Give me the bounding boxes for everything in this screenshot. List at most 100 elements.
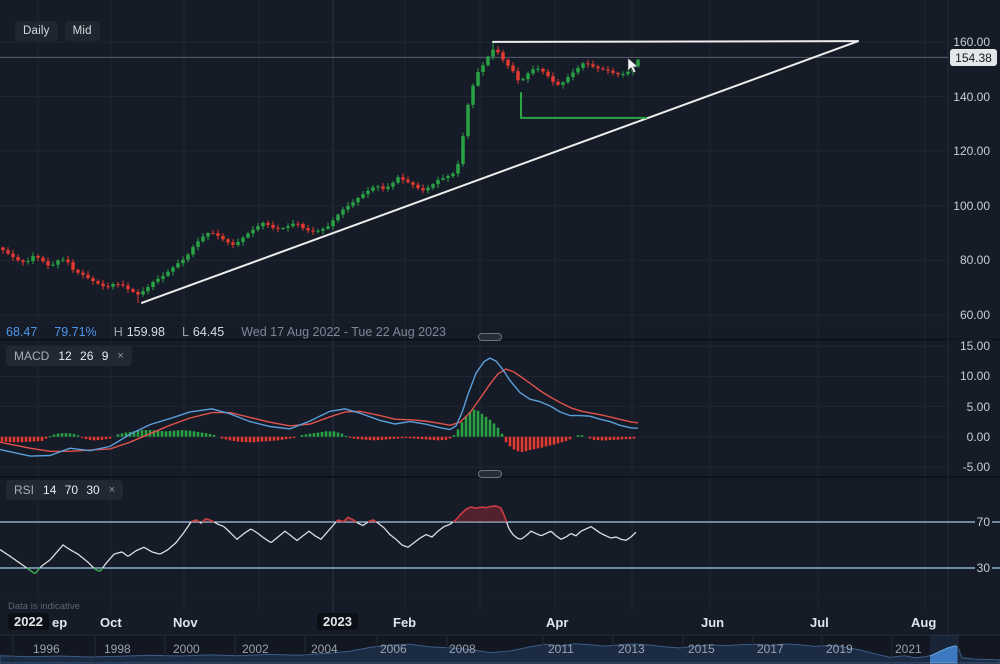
- candle-body: [591, 64, 595, 67]
- macd-histogram-bar: [160, 431, 164, 437]
- candle-body: [216, 233, 220, 236]
- candle-body: [466, 104, 470, 137]
- macd-histogram-bar: [500, 433, 504, 437]
- macd-histogram-bar: [436, 436, 440, 441]
- macd-histogram-bar: [364, 436, 368, 440]
- candle-body: [546, 71, 550, 77]
- macd-histogram-bar: [180, 430, 184, 437]
- macd-histogram-bar: [408, 436, 412, 439]
- macd-histogram-bar: [424, 436, 428, 440]
- macd-histogram-bar: [532, 436, 536, 450]
- macd-histogram-bar: [352, 436, 356, 439]
- candle-body: [71, 262, 75, 270]
- rsi-close-icon[interactable]: ×: [108, 484, 116, 496]
- time-axis-label: Jun: [701, 615, 725, 630]
- candle-body: [526, 73, 530, 80]
- macd-histogram-bar: [456, 429, 460, 437]
- macd-histogram-bar: [632, 436, 636, 439]
- pane-resize-handle-rsi[interactable]: [478, 470, 502, 478]
- candle-body: [46, 261, 50, 266]
- pane-resize-handle-macd[interactable]: [478, 333, 502, 341]
- macd-label: MACD: [14, 349, 50, 363]
- candle-body: [111, 284, 115, 287]
- macd-histogram-bar: [480, 413, 484, 437]
- low-number: 64.45: [192, 325, 225, 339]
- macd-histogram-bar: [344, 435, 348, 437]
- time-axis-label: Jul: [810, 615, 829, 630]
- drawings-layer: [141, 40, 859, 304]
- macd-histogram-bar: [496, 427, 500, 437]
- rsi-overbought-line: [201, 518, 215, 523]
- candle-body: [36, 255, 40, 258]
- timeline-year-label: 1996: [33, 642, 60, 656]
- candle-body: [246, 233, 250, 238]
- candle-body: [161, 275, 165, 279]
- candle-body: [626, 71, 630, 75]
- macd-histogram-bar: [520, 436, 524, 452]
- price-tick-label: 60.00: [957, 308, 992, 322]
- macd-histogram-bar: [4, 436, 8, 442]
- rsi-indicator-badge[interactable]: RSI 14 70 30 ×: [6, 480, 124, 500]
- macd-histogram-bar: [592, 436, 596, 440]
- timeline-selection: [930, 645, 958, 664]
- rsi-tick-label: 30: [974, 561, 992, 575]
- timeline-scrubber[interactable]: [0, 634, 1000, 664]
- candle-body: [471, 85, 475, 105]
- macd-histogram-bar: [60, 433, 64, 437]
- macd-histogram-bar: [64, 433, 68, 437]
- candle-body: [366, 190, 370, 195]
- macd-histogram-bar: [48, 436, 52, 438]
- macd-signal-line: [0, 368, 639, 452]
- macd-histogram-bar: [536, 436, 540, 449]
- macd-histogram-bar: [116, 434, 120, 437]
- candle-body: [456, 163, 460, 174]
- candle-body: [31, 255, 35, 262]
- macd-histogram-bar: [68, 433, 72, 437]
- candle-body: [156, 278, 160, 282]
- grid-layer: [0, 0, 1000, 635]
- macd-histogram-bar: [284, 436, 288, 440]
- candle-body: [256, 226, 260, 230]
- candle-body: [491, 49, 495, 57]
- macd-histogram-bar: [300, 434, 304, 437]
- candle-body: [41, 257, 45, 262]
- candle-body: [341, 209, 345, 215]
- macd-histogram-bar: [616, 436, 620, 440]
- candle-body: [291, 223, 295, 227]
- candle-body: [26, 261, 30, 263]
- macd-histogram-bar: [156, 430, 160, 437]
- candle-body: [1, 247, 5, 251]
- candle-body: [276, 227, 280, 229]
- candle-body: [536, 68, 540, 70]
- macd-histogram-bar: [488, 419, 492, 437]
- macd-histogram-bar: [320, 431, 324, 437]
- candle-body: [166, 271, 170, 276]
- macd-histogram-bar: [468, 411, 472, 437]
- macd-histogram-bar: [544, 436, 548, 447]
- timeframe-button-mid[interactable]: Mid: [64, 21, 100, 41]
- rsi-line: [0, 505, 637, 575]
- time-axis-label: 2022: [8, 613, 49, 630]
- macd-histogram-bar: [100, 436, 104, 440]
- candle-body: [381, 186, 385, 189]
- high-value: H 159.98: [114, 325, 165, 339]
- price-tick-label: 100.00: [951, 198, 992, 213]
- candle-body: [361, 194, 365, 198]
- candle-body: [261, 222, 265, 227]
- macd-histogram-bar: [360, 436, 364, 440]
- macd-histogram-bar: [8, 436, 12, 443]
- candle-body: [386, 186, 390, 189]
- macd-histogram-bar: [312, 433, 316, 437]
- macd-tick-label: 10.00: [957, 369, 992, 384]
- macd-indicator-badge[interactable]: MACD 12 26 9 ×: [6, 346, 132, 366]
- macd-histogram-bar: [260, 436, 264, 442]
- macd-close-icon[interactable]: ×: [117, 350, 124, 362]
- candle-body: [501, 52, 505, 60]
- candle-body: [556, 81, 560, 85]
- macd-histogram-bar: [204, 433, 208, 437]
- timeframe-button-daily[interactable]: Daily: [15, 21, 58, 41]
- macd-histogram-bar: [348, 436, 352, 438]
- macd-histogram-bar: [396, 436, 400, 439]
- candle-body: [511, 65, 515, 72]
